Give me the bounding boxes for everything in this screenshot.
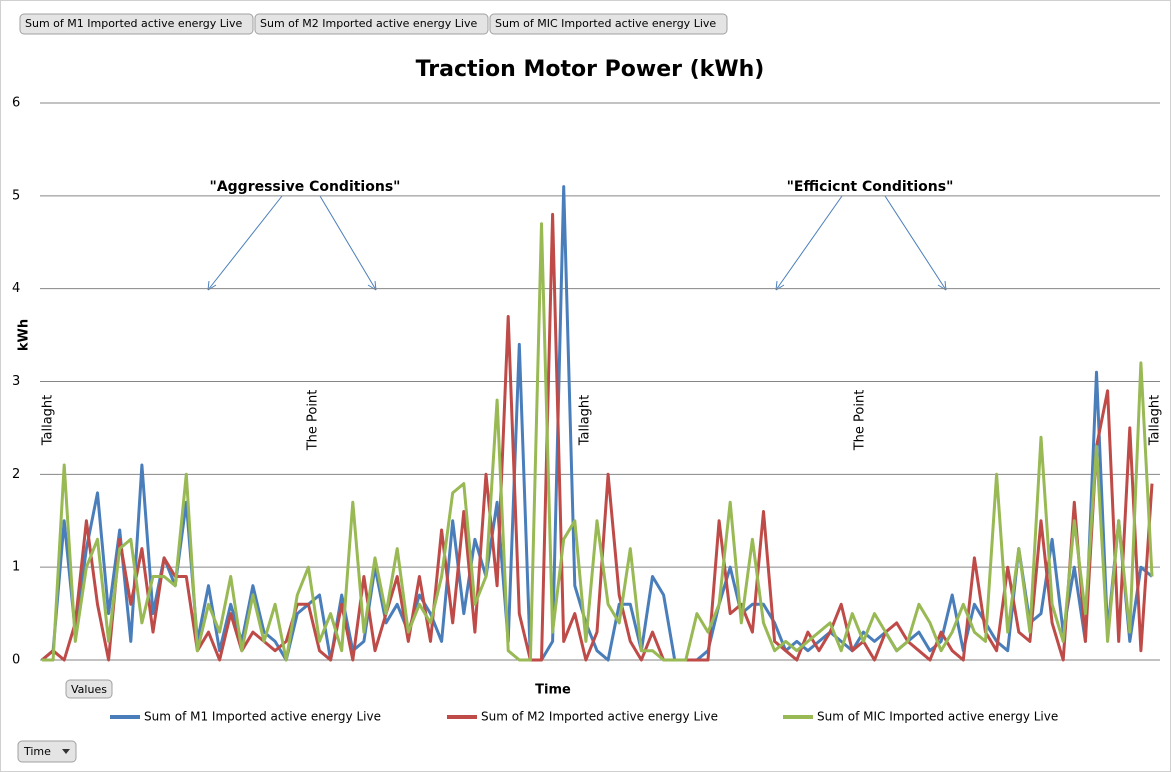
series-field-button-label[interactable]: Sum of M1 Imported active energy Live — [25, 17, 242, 30]
series-field-button[interactable] — [19, 13, 254, 35]
series-line — [41, 212, 1154, 662]
x-axis-title: Time — [535, 683, 571, 698]
y-tick-label: 4 — [12, 281, 20, 296]
y-tick-label: 3 — [12, 374, 20, 389]
series-line — [42, 222, 1154, 662]
y-tick-label: 0 — [12, 653, 20, 668]
y-tick-label: 6 — [12, 96, 20, 111]
legend-label: Sum of M1 Imported active energy Live — [144, 710, 381, 724]
legend-label: Sum of M2 Imported active energy Live — [481, 710, 718, 724]
y-axis-title: kWh — [17, 319, 32, 351]
series-field-button-label[interactable]: Sum of MIC Imported active energy Live — [495, 17, 716, 30]
y-tick-label: 1 — [12, 560, 20, 575]
location-label: Tallaght — [578, 395, 593, 447]
chart-title: Traction Motor Power (kWh) — [416, 57, 765, 82]
dropdown-arrow — [62, 749, 70, 754]
values-button[interactable] — [65, 679, 113, 699]
legend-label: Sum of MIC Imported active energy Live — [817, 710, 1058, 724]
y-tick-label: 5 — [12, 188, 20, 203]
series-field-button[interactable] — [254, 13, 489, 35]
series-field-button-label[interactable]: Sum of M2 Imported active energy Live — [260, 17, 477, 30]
annotation: "Aggressive Conditions" — [210, 179, 401, 195]
time-dropdown-label[interactable]: Time — [23, 745, 51, 758]
location-label: The Point — [306, 390, 321, 452]
series-field-button[interactable] — [489, 13, 728, 35]
location-label: Tallaght — [1148, 395, 1163, 447]
location-label: The Point — [853, 390, 868, 452]
annotation: "Efficicnt Conditions" — [787, 179, 954, 195]
y-tick-label: 2 — [12, 467, 20, 482]
location-label: Tallaght — [41, 395, 56, 447]
values-button-label[interactable]: Values — [71, 683, 107, 696]
time-dropdown[interactable] — [17, 740, 77, 763]
